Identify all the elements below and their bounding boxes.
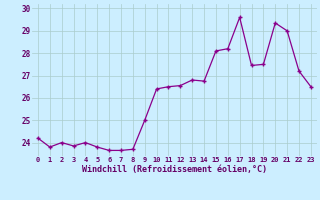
X-axis label: Windchill (Refroidissement éolien,°C): Windchill (Refroidissement éolien,°C)	[82, 165, 267, 174]
